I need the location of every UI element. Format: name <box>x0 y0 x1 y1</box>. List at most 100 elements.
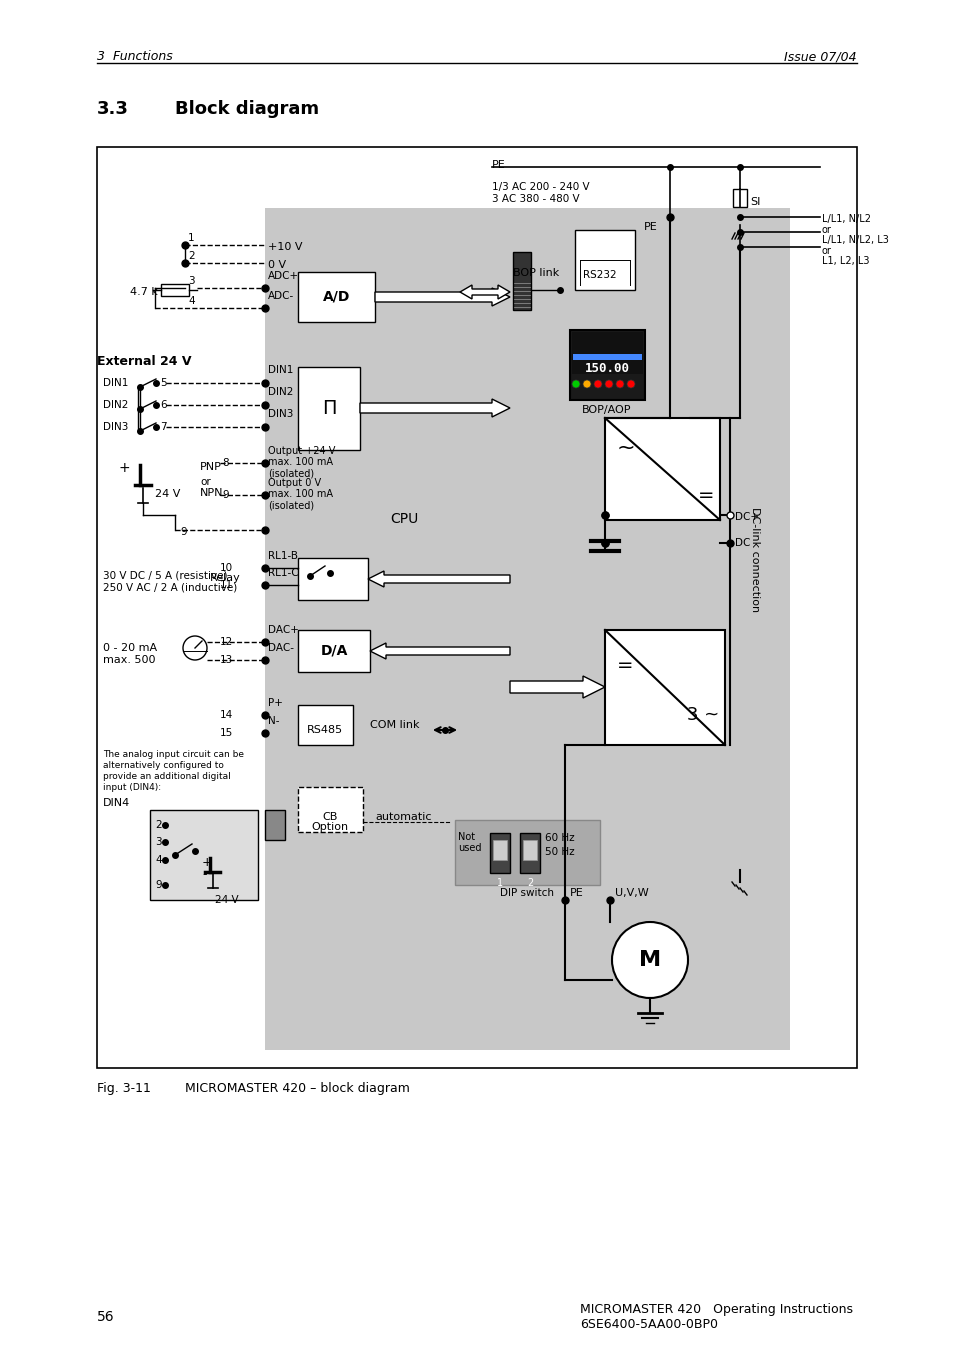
Text: 60 Hz: 60 Hz <box>544 834 574 843</box>
Circle shape <box>594 380 601 388</box>
Text: N-: N- <box>268 716 279 725</box>
Text: L1, L2, L3: L1, L2, L3 <box>821 255 868 266</box>
Bar <box>732 189 746 207</box>
Text: BOP/AOP: BOP/AOP <box>581 405 631 415</box>
Text: 3  Functions: 3 Functions <box>97 50 172 63</box>
Text: SI: SI <box>749 197 760 207</box>
Circle shape <box>616 380 623 388</box>
Text: DIN1: DIN1 <box>103 378 129 388</box>
Text: ADC-: ADC- <box>268 290 294 301</box>
Text: used: used <box>457 843 481 852</box>
Text: 2: 2 <box>526 878 533 888</box>
Text: DIP switch: DIP switch <box>499 888 554 898</box>
Text: 24 V: 24 V <box>214 894 238 905</box>
Bar <box>493 840 506 861</box>
Polygon shape <box>359 399 510 417</box>
Text: 6: 6 <box>160 400 167 409</box>
Text: Output +24 V: Output +24 V <box>268 446 335 457</box>
Text: DIN4: DIN4 <box>103 798 131 808</box>
Text: L/L1, N/L2, L3: L/L1, N/L2, L3 <box>821 235 888 245</box>
Text: max. 100 mA: max. 100 mA <box>268 489 333 499</box>
Text: The analog input circuit can be: The analog input circuit can be <box>103 750 244 759</box>
Text: CB: CB <box>322 812 337 821</box>
Text: 10: 10 <box>220 563 233 573</box>
Circle shape <box>572 380 579 388</box>
Circle shape <box>626 380 635 388</box>
Text: ADC+: ADC+ <box>268 272 299 281</box>
Text: U,V,W: U,V,W <box>615 888 648 898</box>
Text: L/L1, N/L2: L/L1, N/L2 <box>821 213 870 224</box>
Text: 24 V: 24 V <box>154 489 180 499</box>
Bar <box>604 417 720 520</box>
Text: max. 500: max. 500 <box>103 655 155 665</box>
Polygon shape <box>510 676 604 698</box>
Text: 9: 9 <box>154 880 161 890</box>
Text: DAC+: DAC+ <box>268 626 298 635</box>
Text: (isolated): (isolated) <box>268 467 314 478</box>
Text: +: + <box>202 855 213 869</box>
Text: +10 V: +10 V <box>268 242 302 253</box>
Text: 2: 2 <box>154 820 161 830</box>
Text: COM link: COM link <box>370 720 419 730</box>
Text: 30 V DC / 5 A (resistive): 30 V DC / 5 A (resistive) <box>103 570 227 580</box>
Text: DIN3: DIN3 <box>268 409 294 419</box>
Text: 3 ~: 3 ~ <box>686 707 719 724</box>
Bar <box>265 811 285 840</box>
Bar <box>513 253 531 309</box>
Text: max. 100 mA: max. 100 mA <box>268 457 333 467</box>
Bar <box>297 367 359 450</box>
Text: or: or <box>821 226 831 235</box>
Bar <box>455 820 599 885</box>
Text: 250 V AC / 2 A (inductive): 250 V AC / 2 A (inductive) <box>103 582 237 592</box>
Text: 4: 4 <box>154 855 161 865</box>
Text: 12: 12 <box>220 638 233 647</box>
Bar <box>604 630 724 744</box>
Text: RL1-C: RL1-C <box>268 567 298 578</box>
Text: 7: 7 <box>160 422 167 432</box>
Text: DIN2: DIN2 <box>103 400 129 409</box>
Circle shape <box>582 380 590 388</box>
Text: M: M <box>639 950 660 970</box>
Circle shape <box>183 636 207 661</box>
Bar <box>490 834 510 873</box>
Text: 3: 3 <box>154 838 161 847</box>
Text: Π: Π <box>321 399 335 417</box>
Polygon shape <box>459 285 510 299</box>
Text: Block diagram: Block diagram <box>174 100 319 118</box>
Text: 5: 5 <box>160 378 167 388</box>
Text: 9: 9 <box>180 527 187 536</box>
Text: =: = <box>617 655 633 674</box>
Text: input (DIN4):: input (DIN4): <box>103 784 161 792</box>
Text: Not: Not <box>457 832 475 842</box>
Bar <box>297 705 353 744</box>
Text: 15: 15 <box>220 728 233 738</box>
Polygon shape <box>370 643 510 659</box>
Bar <box>161 284 189 296</box>
Text: 1: 1 <box>188 232 194 243</box>
Polygon shape <box>375 288 510 305</box>
Text: PNP: PNP <box>200 462 222 471</box>
Text: DC: DC <box>734 538 750 549</box>
Text: A/D: A/D <box>322 290 350 304</box>
Text: alternatively configured to: alternatively configured to <box>103 761 224 770</box>
Text: 0 V: 0 V <box>268 259 286 270</box>
Text: Relay: Relay <box>210 573 240 584</box>
Text: BOP link: BOP link <box>513 267 558 278</box>
Text: RL1-B: RL1-B <box>268 551 297 561</box>
Bar <box>575 230 635 290</box>
Bar <box>522 840 537 861</box>
Text: 8: 8 <box>222 458 229 467</box>
Text: PE: PE <box>569 888 583 898</box>
Text: 50 Hz: 50 Hz <box>544 847 574 857</box>
Text: 0 - 20 mA: 0 - 20 mA <box>103 643 157 653</box>
Text: RS485: RS485 <box>307 725 343 735</box>
Text: DIN2: DIN2 <box>268 386 294 397</box>
Text: 56: 56 <box>97 1310 114 1324</box>
Text: 1: 1 <box>497 878 502 888</box>
Text: DIN3: DIN3 <box>103 422 129 432</box>
Text: PE: PE <box>643 222 658 232</box>
Text: PE: PE <box>492 159 505 170</box>
Text: provide an additional digital: provide an additional digital <box>103 771 231 781</box>
Text: DC+: DC+ <box>734 512 759 521</box>
Text: -: - <box>202 869 206 881</box>
